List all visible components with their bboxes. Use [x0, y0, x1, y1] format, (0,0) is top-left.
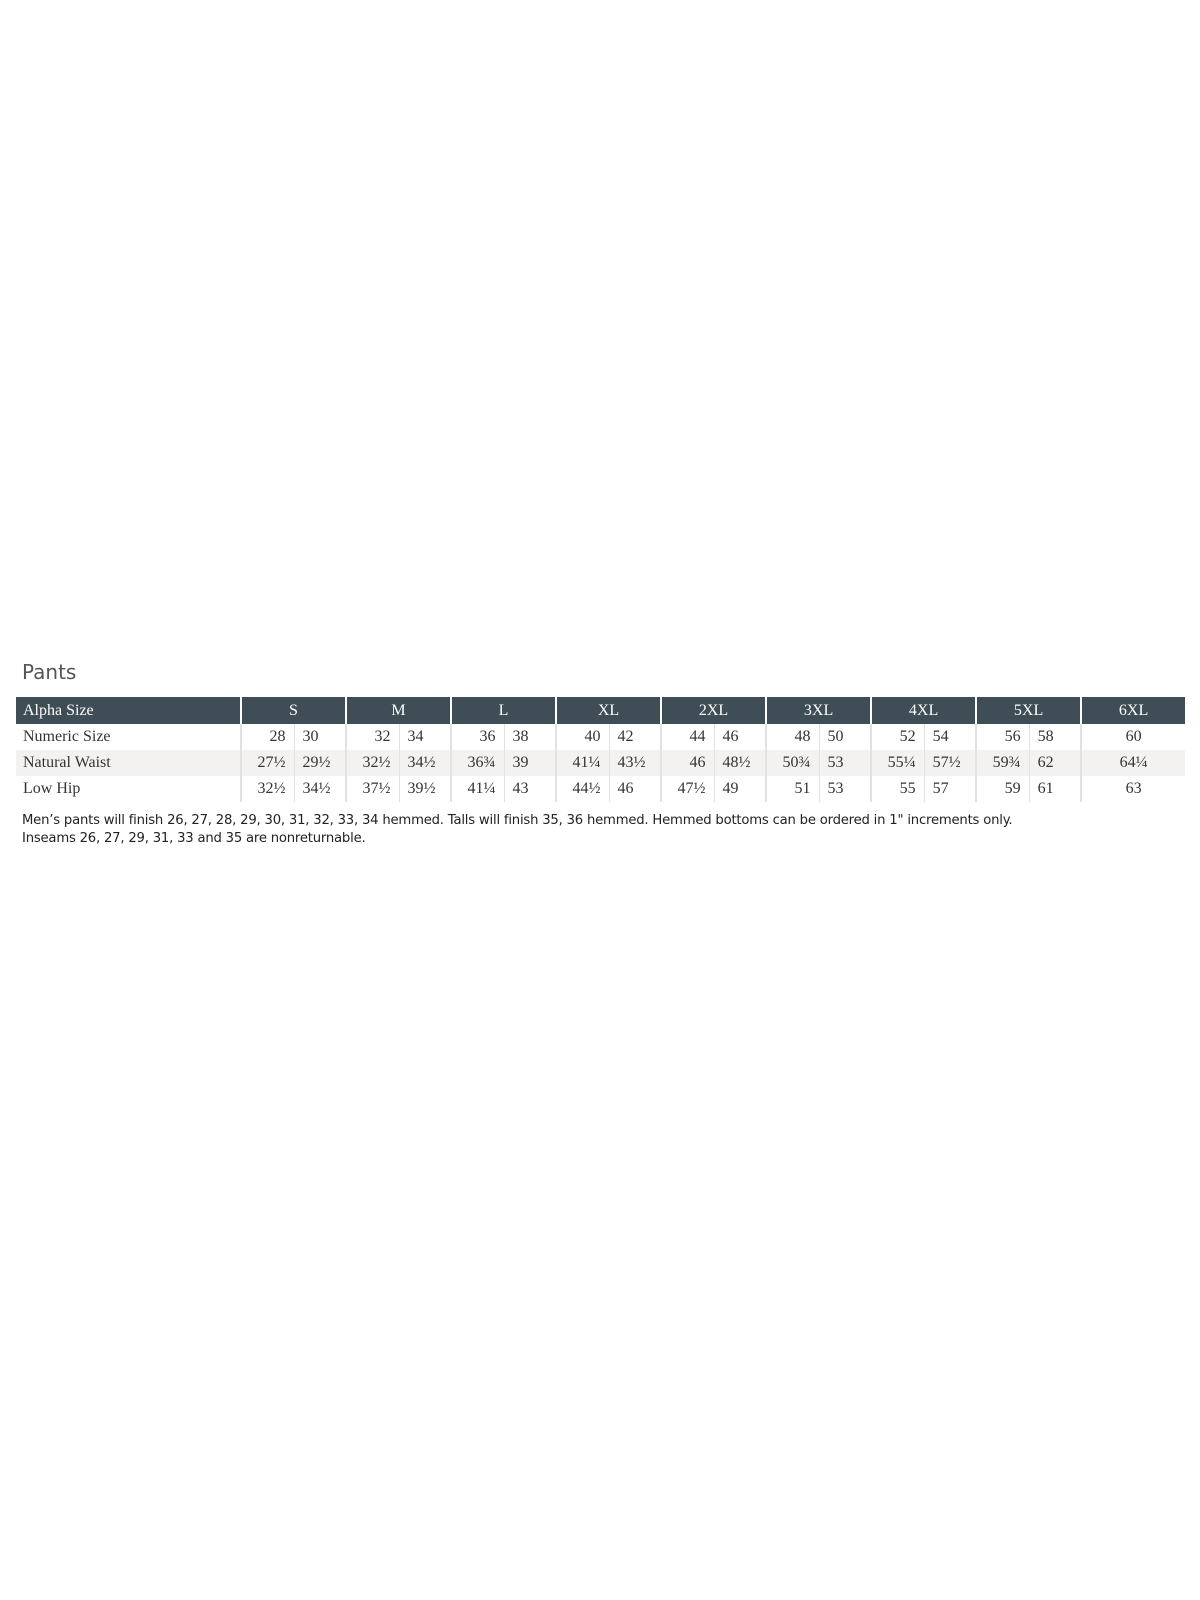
table-cell: 32 — [345, 724, 399, 750]
table-cell: 50¾ — [765, 750, 820, 776]
note-line: Inseams 26, 27, 29, 31, 33 and 35 are no… — [22, 831, 366, 846]
size-notes: Men’s pants will finish 26, 27, 28, 29, … — [22, 812, 1013, 848]
table-cell: 55¼ — [870, 750, 925, 776]
table-cell: 52 — [870, 724, 925, 750]
table-cell: 43 — [503, 776, 557, 802]
table-cell: 48½ — [713, 750, 767, 776]
header-label: Alpha Size — [16, 697, 241, 724]
table-row: Natural Waist 27½ 29½ 32½ 34½ 36¾ 39 41¼ 43½ 46 48… — [16, 750, 1186, 776]
table-cell: 36¾ — [450, 750, 505, 776]
table-cell: 39½ — [398, 776, 452, 802]
table-cell: 40 — [555, 724, 610, 750]
table-cell: 29½ — [293, 750, 346, 776]
table-cell: 49 — [713, 776, 767, 802]
table-cell: 38 — [503, 724, 557, 750]
section-title: Pants — [22, 660, 77, 684]
table-cell: 57 — [923, 776, 977, 802]
table-cell: 54 — [923, 724, 977, 750]
table-cell: 58 — [1028, 724, 1082, 750]
header-row: Alpha Size S M L XL 2XL 3XL 4XL 5XL 6XL — [16, 697, 1186, 724]
table-cell: 32½ — [345, 750, 399, 776]
table-cell: 46 — [608, 776, 662, 802]
row-label: Natural Waist — [16, 750, 241, 776]
table-cell: 53 — [818, 776, 872, 802]
table-cell: 57½ — [923, 750, 977, 776]
table-cell: 34 — [398, 724, 452, 750]
size-header: XL — [555, 697, 662, 724]
table-cell: 60 — [1080, 724, 1186, 750]
table-cell: 59 — [975, 776, 1030, 802]
table-cell: 56 — [975, 724, 1030, 750]
size-header: 6XL — [1080, 697, 1186, 724]
table-cell: 28 — [240, 724, 294, 750]
table-cell: 51 — [765, 776, 820, 802]
size-header: 3XL — [765, 697, 872, 724]
table-row: Low Hip 32½ 34½ 37½ 39½ 41¼ 43 44½ 46 47½ 49 51 53 55… — [16, 776, 1186, 802]
size-header: 5XL — [975, 697, 1082, 724]
table-cell: 63 — [1080, 776, 1186, 802]
table-cell: 50 — [818, 724, 872, 750]
size-header: 2XL — [660, 697, 767, 724]
table-cell: 44½ — [555, 776, 610, 802]
size-header: 4XL — [870, 697, 977, 724]
row-label: Numeric Size — [23, 728, 111, 745]
row-label: Low Hip — [23, 780, 81, 797]
table-cell: 47½ — [660, 776, 715, 802]
table-cell: 55 — [870, 776, 925, 802]
table-row: Numeric Size 28 30 32 34 36 38 40 42 44 46 48 50 52 54… — [16, 724, 1186, 750]
table-cell: 34½ — [398, 750, 452, 776]
table-cell: 62 — [1028, 750, 1082, 776]
table-cell: 48 — [765, 724, 820, 750]
size-header: M — [344, 697, 452, 724]
table-cell: 32½ — [240, 776, 294, 802]
table-cell: 44 — [660, 724, 715, 750]
note-line: Men’s pants will finish 26, 27, 28, 29, … — [22, 813, 1013, 828]
table-cell: 53 — [818, 750, 872, 776]
table-cell: 59¾ — [975, 750, 1030, 776]
size-chart-table: Alpha Size S M L XL 2XL 3XL 4XL 5XL 6XL Numeric S… — [16, 697, 1186, 802]
table-cell: 41¼ — [450, 776, 505, 802]
table-cell: 42 — [608, 724, 662, 750]
table-cell: 46 — [660, 750, 715, 776]
table-cell: 41¼ — [555, 750, 610, 776]
size-header: L — [450, 697, 557, 724]
size-header: S — [240, 697, 346, 724]
table-cell: 46 — [713, 724, 767, 750]
table-cell: 34½ — [293, 776, 346, 802]
table-cell: 39 — [503, 750, 557, 776]
table-cell: 27½ — [240, 750, 294, 776]
table-cell: 64¼ — [1080, 750, 1186, 776]
table-cell: 36 — [450, 724, 505, 750]
table-cell: 43½ — [608, 750, 662, 776]
table-cell: 61 — [1028, 776, 1082, 802]
table-cell: 30 — [293, 724, 346, 750]
table-cell: 37½ — [345, 776, 399, 802]
